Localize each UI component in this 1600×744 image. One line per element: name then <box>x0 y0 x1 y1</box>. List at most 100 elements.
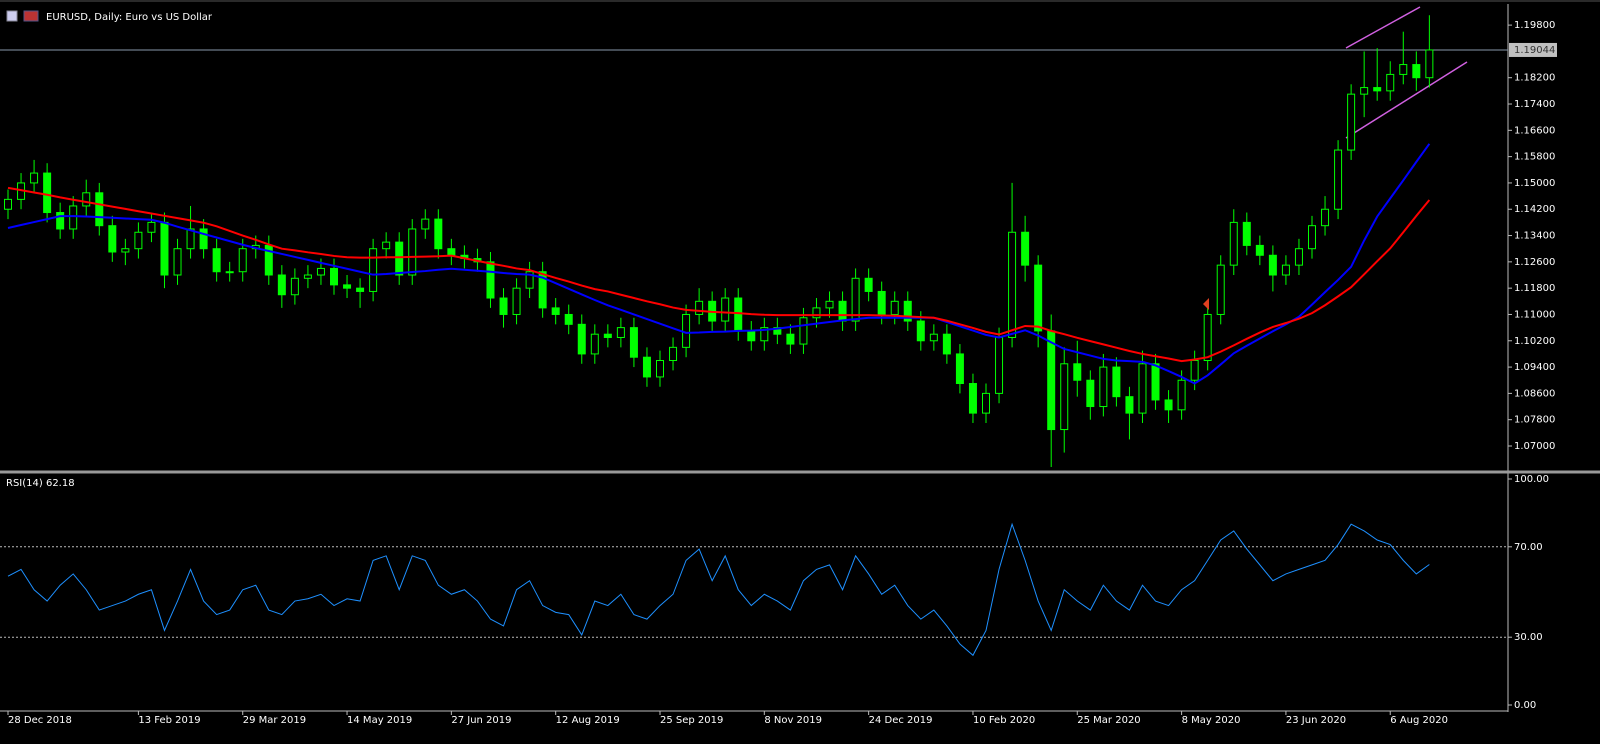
x-tick-label: 29 Mar 2019 <box>243 715 306 726</box>
candle-body <box>447 248 456 256</box>
x-tick-label: 24 Dec 2019 <box>869 715 933 726</box>
candle-body <box>642 356 651 378</box>
candle-body <box>173 248 182 276</box>
candle-body <box>95 192 104 227</box>
candle-body <box>82 192 91 207</box>
y-tick-label: 30.00 <box>1514 632 1543 643</box>
candle-body <box>786 333 795 345</box>
candle-body <box>864 277 873 292</box>
symbol-icon <box>6 10 18 22</box>
candle-body <box>212 248 221 273</box>
trade-arrow <box>1203 298 1209 310</box>
candle-body <box>421 218 430 230</box>
y-tick-label: 1.11800 <box>1514 283 1555 294</box>
candle-body <box>968 383 977 414</box>
candle-body <box>838 300 847 322</box>
candle-body <box>1086 379 1095 408</box>
candle-body <box>682 313 691 348</box>
candle-body <box>225 271 234 274</box>
candle-body <box>1412 64 1421 79</box>
candle-body <box>382 241 391 250</box>
flag-icon <box>23 10 39 22</box>
candle-body <box>199 228 208 250</box>
candle-body <box>616 327 625 338</box>
candle-body <box>356 287 365 292</box>
candle-body <box>942 333 951 355</box>
candle-body <box>1008 231 1017 338</box>
candle-body <box>108 225 117 253</box>
candle-body <box>577 323 586 355</box>
candle-body <box>1190 360 1199 381</box>
candle-body <box>1203 313 1212 362</box>
candle-body <box>1425 49 1434 79</box>
x-tick-label: 25 Mar 2020 <box>1077 715 1140 726</box>
y-tick-label: 0.00 <box>1514 700 1536 711</box>
x-tick-label: 8 Nov 2019 <box>764 715 822 726</box>
y-tick-label: 1.15800 <box>1514 152 1555 163</box>
candle-body <box>395 241 404 276</box>
candle-body <box>525 271 534 289</box>
candle-body <box>1294 248 1303 266</box>
x-tick-label: 13 Feb 2019 <box>138 715 200 726</box>
candle-body <box>30 172 39 184</box>
candle-body <box>1021 231 1030 266</box>
candle-body <box>512 287 521 315</box>
y-tick-label: 1.13400 <box>1514 231 1555 242</box>
candle-body <box>799 317 808 345</box>
y-tick-label: 1.17400 <box>1514 99 1555 110</box>
candle-body <box>1255 244 1264 256</box>
y-tick-label: 1.09400 <box>1514 362 1555 373</box>
candle-body <box>134 231 143 250</box>
y-tick-label: 1.10200 <box>1514 336 1555 347</box>
y-tick-label: 1.07000 <box>1514 441 1555 452</box>
x-tick-label: 8 May 2020 <box>1182 715 1241 726</box>
candle-body <box>669 346 678 362</box>
candle-body <box>825 300 834 309</box>
candle-body <box>1151 363 1160 401</box>
candle-body <box>43 172 52 214</box>
candle-body <box>747 330 756 342</box>
candle-body <box>160 221 169 276</box>
candle-body <box>1281 264 1290 276</box>
candle-body <box>1060 363 1069 431</box>
candle-body <box>69 205 78 230</box>
candle-body <box>551 307 560 315</box>
candle-body <box>486 261 495 299</box>
candle-body <box>1347 93 1356 151</box>
candle-body <box>629 327 638 358</box>
x-tick-label: 10 Feb 2020 <box>973 715 1035 726</box>
candle-body <box>1034 264 1043 332</box>
candle-body <box>238 248 247 273</box>
candle-body <box>1386 73 1395 92</box>
x-tick-label: 25 Sep 2019 <box>660 715 723 726</box>
candle-body <box>1360 87 1369 95</box>
candle-body <box>1308 225 1316 250</box>
candle-body <box>343 284 352 289</box>
chart-title: EURUSD, Daily: Euro vs US Dollar <box>46 12 213 23</box>
x-tick-label: 28 Dec 2018 <box>8 715 72 726</box>
candle-body <box>995 336 1004 394</box>
candle-body <box>734 297 743 332</box>
candle-body <box>499 297 508 315</box>
candle-body <box>434 218 443 250</box>
y-tick-label: 1.12600 <box>1514 257 1555 268</box>
candle-body <box>186 228 195 250</box>
y-tick-label: 1.11000 <box>1514 309 1555 320</box>
moving-average <box>7 186 1431 363</box>
rsi-line <box>7 522 1430 657</box>
candle-body <box>916 320 925 342</box>
candle-body <box>408 228 417 276</box>
candle-body <box>603 333 612 338</box>
candle-body <box>851 277 860 322</box>
candle-body <box>121 248 130 253</box>
moving-average <box>7 143 1431 385</box>
candle-body <box>955 353 964 385</box>
candle-body <box>1399 64 1408 75</box>
candle-body <box>903 300 912 322</box>
candle-body <box>1268 254 1277 276</box>
candle-body <box>760 327 769 342</box>
candle-body <box>1099 366 1108 408</box>
candle-body <box>890 300 899 315</box>
